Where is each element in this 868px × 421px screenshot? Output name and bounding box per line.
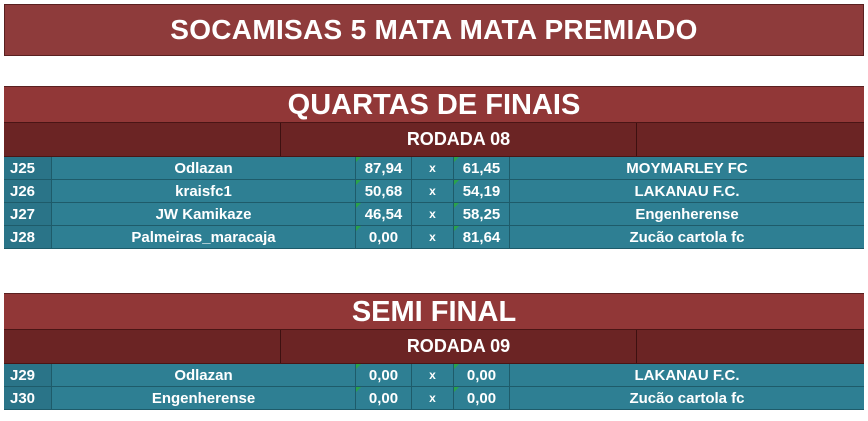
home-team[interactable]: Palmeiras_maracaja [52,226,356,248]
versus-separator[interactable]: x [412,180,454,202]
home-team[interactable]: kraisfc1 [52,180,356,202]
versus-separator[interactable]: x [412,226,454,248]
match-row: J29 Odlazan 0,00 x 0,00 LAKANAU F.C. [4,364,864,387]
away-score[interactable]: 54,19 [454,180,510,202]
home-score[interactable]: 87,94 [356,157,412,179]
versus-separator[interactable]: x [412,203,454,225]
away-team[interactable]: MOYMARLEY FC [626,159,748,177]
away-score[interactable]: 81,64 [454,226,510,248]
quarterfinals-heading: QUARTAS DE FINAIS [4,86,864,122]
home-score[interactable]: 0,00 [356,387,412,409]
away-team[interactable]: LAKANAU F.C. [634,182,740,200]
away-score[interactable]: 61,45 [454,157,510,179]
away-team[interactable]: LAKANAU F.C. [634,366,740,384]
semifinal-round-label[interactable]: RODADA 09 [281,330,637,363]
home-score[interactable]: 0,00 [356,226,412,248]
match-id[interactable]: J27 [4,203,52,225]
match-row: J26 kraisfc1 50,68 x 54,19 LAKANAU F.C. [4,180,864,203]
away-team[interactable]: Zucão cartola fc [629,389,745,407]
away-team[interactable]: Engenherense [635,205,739,223]
main-title: SOCAMISAS 5 MATA MATA PREMIADO [4,4,864,56]
home-score[interactable]: 50,68 [356,180,412,202]
home-team[interactable]: Odlazan [52,157,356,179]
match-id[interactable]: J25 [4,157,52,179]
match-row: J25 Odlazan 87,94 x 61,45 MOYMARLEY FC [4,157,864,180]
versus-separator[interactable]: x [412,364,454,386]
home-team[interactable]: JW Kamikaze [52,203,356,225]
semifinal-heading: SEMI FINAL [4,293,864,329]
round-left-cell[interactable] [4,123,281,156]
quarterfinals-round-row: RODADA 08 [4,122,864,157]
match-id[interactable]: J29 [4,364,52,386]
semifinal-section: SEMI FINAL RODADA 09 J29 Odlazan 0,00 x … [4,293,864,410]
away-team[interactable]: Zucão cartola fc [629,228,745,246]
away-score[interactable]: 0,00 [454,387,510,409]
round-left-cell[interactable] [4,330,281,363]
match-id[interactable]: J28 [4,226,52,248]
match-row: J30 Engenherense 0,00 x 0,00 Zucão carto… [4,387,864,410]
home-score[interactable]: 46,54 [356,203,412,225]
match-row: J27 JW Kamikaze 46,54 x 58,25 Engenheren… [4,203,864,226]
away-score[interactable]: 0,00 [454,364,510,386]
away-score[interactable]: 58,25 [454,203,510,225]
match-id[interactable]: J26 [4,180,52,202]
versus-separator[interactable]: x [412,387,454,409]
home-team[interactable]: Odlazan [52,364,356,386]
quarterfinals-section: QUARTAS DE FINAIS RODADA 08 J25 Odlazan … [4,86,864,249]
versus-separator[interactable]: x [412,157,454,179]
match-row: J28 Palmeiras_maracaja 0,00 x 81,64 Zucã… [4,226,864,249]
round-right-cell[interactable] [637,330,864,363]
home-team[interactable]: Engenherense [52,387,356,409]
home-score[interactable]: 0,00 [356,364,412,386]
quarterfinals-round-label[interactable]: RODADA 08 [281,123,637,156]
semifinal-round-row: RODADA 09 [4,329,864,364]
round-right-cell[interactable] [637,123,864,156]
match-id[interactable]: J30 [4,387,52,409]
